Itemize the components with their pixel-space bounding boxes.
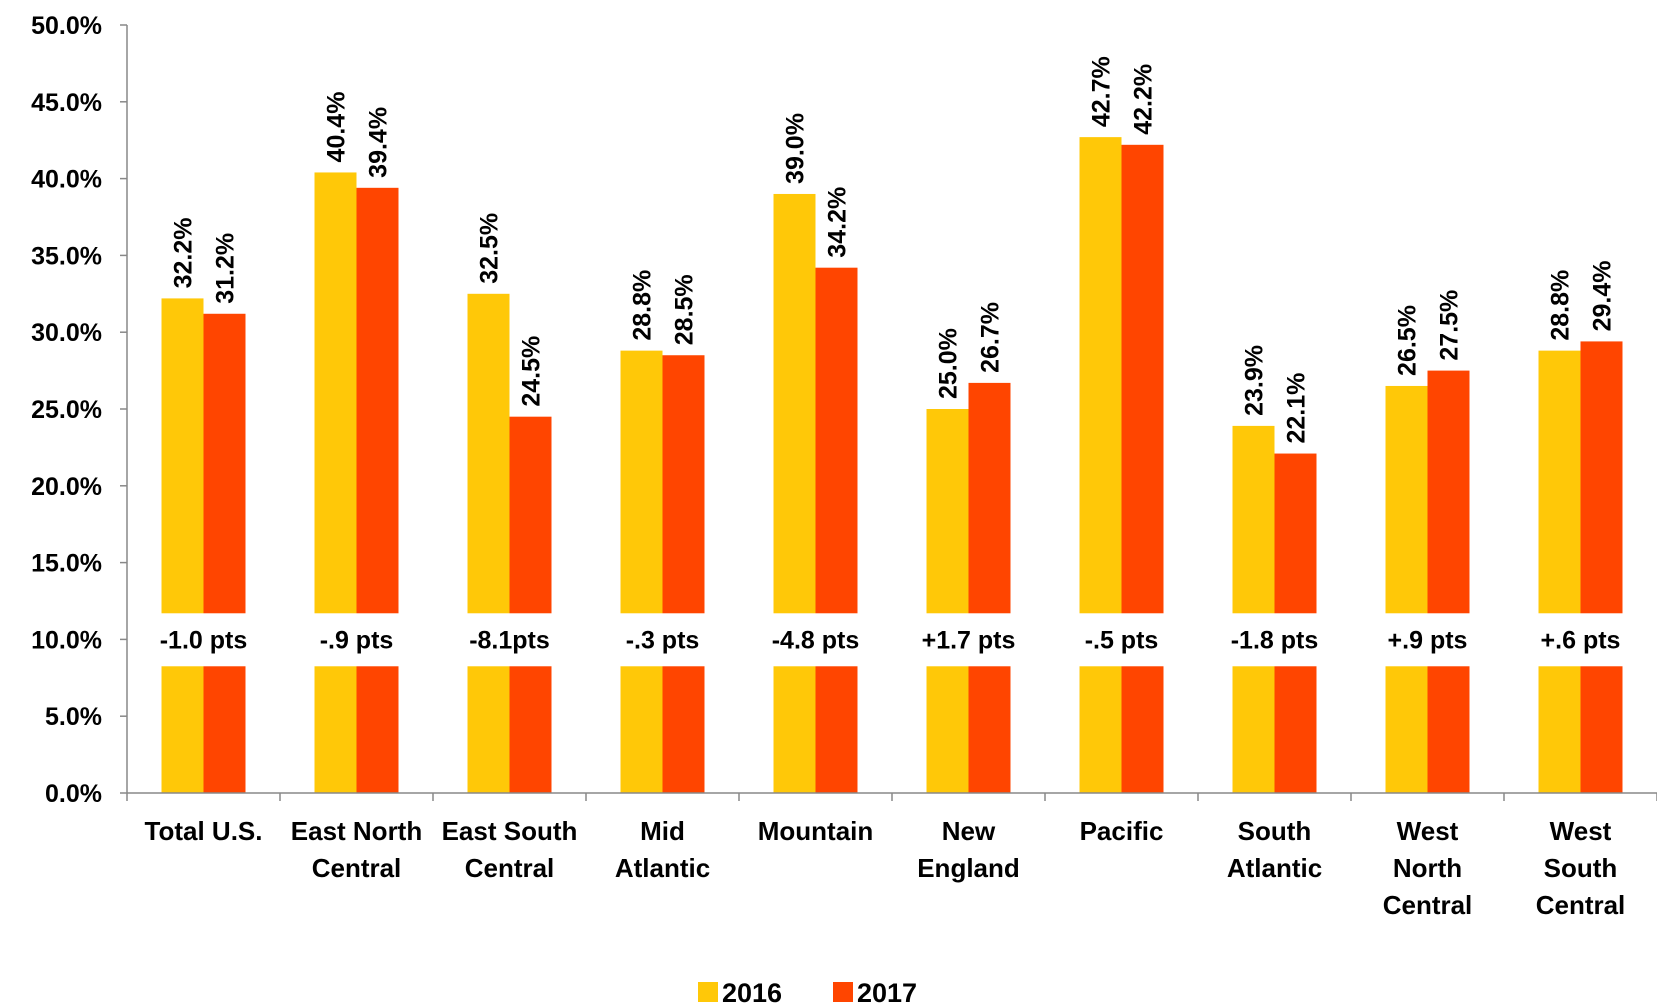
bar-2017-6 bbox=[1121, 144, 1164, 794]
data-label-2016: 39.0% bbox=[782, 113, 810, 184]
x-category-label: Central bbox=[465, 853, 555, 883]
bar-2016-1 bbox=[314, 172, 357, 793]
change-label: +1.7 pts bbox=[922, 626, 1016, 654]
change-label: +.6 pts bbox=[1541, 626, 1621, 654]
bar-2017-0 bbox=[203, 313, 246, 793]
x-category-label: Mid bbox=[640, 816, 685, 846]
bars-layer bbox=[129, 137, 1657, 794]
bar-2016-3 bbox=[620, 350, 663, 793]
bar-2017-1 bbox=[356, 187, 399, 794]
data-label-2016: 32.2% bbox=[170, 218, 198, 289]
x-category-label: West bbox=[1397, 816, 1459, 846]
x-category-label: West bbox=[1550, 816, 1612, 846]
bar-2016-8 bbox=[1385, 385, 1428, 793]
bar-2016-4 bbox=[773, 193, 816, 793]
bar-2016-6 bbox=[1079, 137, 1122, 794]
change-label: -.9 pts bbox=[320, 626, 394, 654]
y-tick-label: 30.0% bbox=[31, 319, 102, 347]
legend-swatch-2016 bbox=[698, 982, 718, 1002]
bar-2016-5 bbox=[926, 409, 969, 793]
legend: 2016 2017 bbox=[698, 978, 917, 1006]
bar-2017-9 bbox=[1580, 341, 1623, 793]
data-label-2016: 25.0% bbox=[935, 328, 963, 399]
y-tick-label: 0.0% bbox=[45, 780, 102, 808]
y-tick-label: 5.0% bbox=[45, 703, 102, 731]
axes-layer: 0.0% 5.0% 10.0% 15.0% 20.0% 25.0% 30.0% 35.0% 40… bbox=[31, 12, 1657, 920]
legend-label-2017: 2017 bbox=[857, 978, 917, 1006]
x-category-label: Central bbox=[1536, 890, 1626, 920]
data-label-2016: 23.9% bbox=[1241, 345, 1269, 416]
change-label: -1.8 pts bbox=[1231, 626, 1319, 654]
change-band bbox=[129, 613, 1657, 667]
y-tick-label: 10.0% bbox=[31, 626, 102, 654]
bar-2016-7 bbox=[1232, 425, 1275, 793]
x-category-label: Central bbox=[1383, 890, 1473, 920]
data-label-2017: 28.5% bbox=[671, 274, 699, 345]
x-category-label: Total U.S. bbox=[145, 816, 263, 846]
bar-2016-9 bbox=[1538, 350, 1581, 793]
data-label-2017: 26.7% bbox=[977, 302, 1005, 373]
change-label: -1.0 pts bbox=[160, 626, 248, 654]
change-label: -.5 pts bbox=[1085, 626, 1159, 654]
y-tick-label: 50.0% bbox=[31, 12, 102, 40]
data-label-2017: 42.2% bbox=[1130, 64, 1158, 135]
y-tick-label: 25.0% bbox=[31, 396, 102, 424]
bar-2017-8 bbox=[1427, 370, 1470, 793]
bar-2017-2 bbox=[509, 416, 552, 793]
y-tick-label: 45.0% bbox=[31, 89, 102, 117]
data-label-2017: 31.2% bbox=[212, 233, 240, 304]
x-category-label: Atlantic bbox=[615, 853, 710, 883]
y-tick-label: 20.0% bbox=[31, 473, 102, 501]
data-label-2017: 34.2% bbox=[824, 187, 852, 258]
bar-2017-5 bbox=[968, 382, 1011, 793]
data-label-2017: 22.1% bbox=[1283, 373, 1311, 444]
data-label-2017: 24.5% bbox=[518, 336, 546, 407]
y-tick-label: 15.0% bbox=[31, 550, 102, 578]
bar-2016-0 bbox=[161, 298, 204, 793]
x-category-label: Pacific bbox=[1080, 816, 1164, 846]
x-category-label: East South bbox=[442, 816, 578, 846]
legend-swatch-2017 bbox=[833, 982, 853, 1002]
data-label-2016: 28.8% bbox=[1547, 270, 1575, 341]
x-category-label: Central bbox=[312, 853, 402, 883]
data-label-2016: 40.4% bbox=[323, 92, 351, 163]
data-label-2017: 29.4% bbox=[1589, 261, 1617, 332]
data-label-2017: 39.4% bbox=[365, 107, 393, 178]
x-category-label: New bbox=[942, 816, 996, 846]
legend-label-2016: 2016 bbox=[722, 978, 782, 1006]
x-category-label: East North bbox=[291, 816, 422, 846]
data-label-2016: 26.5% bbox=[1394, 305, 1422, 376]
y-tick-label: 40.0% bbox=[31, 166, 102, 194]
x-category-label: South bbox=[1544, 853, 1618, 883]
x-category-label: England bbox=[917, 853, 1020, 883]
change-label: -8.1pts bbox=[469, 626, 550, 654]
x-category-label: North bbox=[1393, 853, 1462, 883]
bar-2017-3 bbox=[662, 355, 705, 793]
bar-2017-4 bbox=[815, 267, 858, 793]
y-tick-label: 35.0% bbox=[31, 242, 102, 270]
x-category-label: Mountain bbox=[758, 816, 874, 846]
x-category-label: Atlantic bbox=[1227, 853, 1322, 883]
data-label-2016: 42.7% bbox=[1088, 56, 1116, 127]
labels-layer: -1.0 pts -.9 pts -8.1pts -.3 pts -4.8 pts +1.… bbox=[160, 56, 1621, 654]
bar-2016-2 bbox=[467, 293, 510, 793]
change-label: -.3 pts bbox=[626, 626, 700, 654]
data-label-2016: 32.5% bbox=[476, 213, 504, 284]
data-label-2017: 27.5% bbox=[1436, 290, 1464, 361]
change-label: +.9 pts bbox=[1388, 626, 1468, 654]
data-label-2016: 28.8% bbox=[629, 270, 657, 341]
x-category-label: South bbox=[1238, 816, 1312, 846]
change-label: -4.8 pts bbox=[772, 626, 860, 654]
